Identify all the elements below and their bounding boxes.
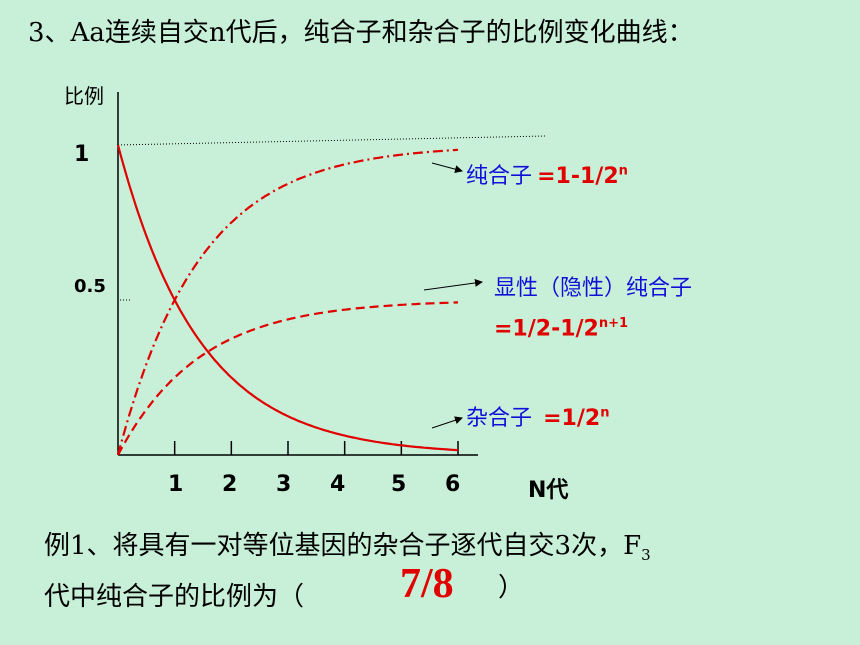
- x-tick-5: 5: [391, 472, 407, 497]
- homozygous-annotation: 纯合子 =1-1/2n: [466, 158, 628, 190]
- y-tick-1: 1: [74, 142, 90, 167]
- x-tick-4: 4: [330, 472, 346, 497]
- dominant-label: 显性（隐性）纯合子: [494, 276, 693, 301]
- dominant-arrow: [423, 278, 483, 291]
- hetero-arrow: [431, 416, 463, 429]
- page-title: 3、Aa连续自交n代后，纯合子和杂合子的比例变化曲线：: [28, 18, 694, 48]
- homozygous-label: 纯合子: [466, 164, 533, 189]
- dominant-homozygous-curve: [117, 301, 459, 456]
- x-tick-6: 6: [445, 472, 461, 497]
- homozygous-arrow: [431, 162, 463, 174]
- hetero-annotation: 杂合子 =1/2n: [466, 400, 609, 432]
- x-axis-label: N代: [528, 478, 569, 503]
- reference-line-one: [117, 135, 547, 146]
- x-tick-2: 2: [222, 472, 238, 497]
- homozygous-formula: =1-1/2n: [537, 163, 628, 189]
- hetero-label: 杂合子: [466, 406, 533, 431]
- heterozygous-curve: [116, 144, 459, 452]
- homozygous-curve: [116, 148, 459, 456]
- dominant-formula: =1/2-1/2n+1: [494, 316, 629, 342]
- example-answer: 7/8: [400, 561, 454, 607]
- example-question: 例1、将具有一对等位基因的杂合子逐代自交3次，F3 代中纯合子的比例为（: [44, 531, 651, 613]
- x-tick-3: 3: [276, 472, 292, 497]
- y-axis-label: 比例: [64, 84, 104, 108]
- closing-paren: ）: [498, 573, 525, 603]
- hetero-formula: =1/2n: [543, 405, 610, 431]
- x-tick-1: 1: [168, 472, 184, 497]
- y-tick-0.5: 0.5: [74, 276, 106, 297]
